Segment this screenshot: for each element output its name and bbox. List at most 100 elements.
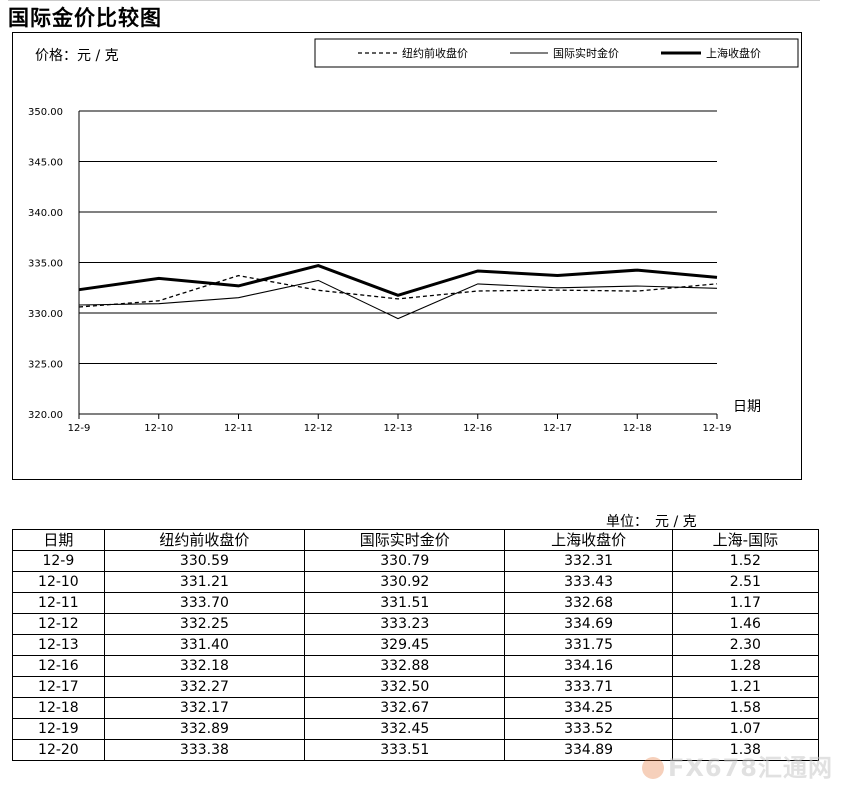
table-cell: 334.89	[504, 739, 673, 761]
table-row: 12-10 331.21 330.92 333.43 2.51	[12, 571, 820, 593]
table-cell: 334.16	[504, 655, 673, 677]
x-tick-label: 12-16	[463, 423, 492, 434]
table-cell: 332.17	[103, 697, 306, 719]
table-header-row: 日期 纽约前收盘价 国际实时金价 上海收盘价 上海-国际	[12, 529, 820, 551]
table-cell: 330.92	[304, 571, 506, 593]
legend-label-2: 国际实时金价	[553, 46, 619, 60]
header-sh-close: 上海收盘价	[504, 529, 673, 551]
table-unit-label: 单位： 元 / 克	[606, 514, 697, 530]
table-cell: 332.89	[103, 718, 306, 740]
table-cell: 12-13	[12, 634, 105, 656]
table-cell: 12-18	[12, 697, 105, 719]
line-chart: 价格：元 / 克 纽约前收盘价 国际实时金价 上海收盘价 350.00 345.00 340…	[28, 38, 799, 434]
table-cell: 332.18	[103, 655, 306, 677]
table-cell: 333.23	[304, 613, 506, 635]
table-cell: 332.25	[103, 613, 306, 635]
table-cell: 12-16	[12, 655, 105, 677]
table-cell: 333.71	[504, 676, 673, 698]
y-tick-label: 325.00	[28, 360, 63, 371]
table-cell: 12-20	[12, 739, 105, 761]
header-ny-close: 纽约前收盘价	[103, 529, 306, 551]
table-cell: 330.59	[103, 550, 306, 572]
table-cell: 333.70	[103, 592, 306, 614]
table-cell: 1.17	[671, 592, 820, 614]
x-tick-label: 12-17	[543, 423, 572, 434]
table-cell: 331.40	[103, 634, 306, 656]
legend-label-1: 纽约前收盘价	[402, 46, 468, 60]
table-row: 12-16 332.18 332.88 334.16 1.28	[12, 655, 820, 677]
table-cell: 332.50	[304, 676, 506, 698]
chart-frame: 价格：元 / 克 纽约前收盘价 国际实时金价 上海收盘价 350.00 345.00 340…	[12, 32, 802, 480]
table-cell: 12-9	[12, 550, 105, 572]
table-cell: 333.38	[103, 739, 306, 761]
title-rule	[8, 0, 820, 1]
series-line-2	[78, 279, 718, 320]
table-row: 12-12 332.25 333.23 334.69 1.46	[12, 613, 820, 635]
x-tick-label: 12-11	[224, 423, 253, 434]
y-tick-label: 335.00	[28, 259, 63, 270]
legend-label-3: 上海收盘价	[706, 46, 761, 60]
table-cell: 1.46	[671, 613, 820, 635]
x-tick-label: 12-18	[623, 423, 652, 434]
watermark-text: FX678汇通网	[668, 754, 833, 782]
y-tick-label: 350.00	[28, 107, 63, 118]
price-table: 日期 纽约前收盘价 国际实时金价 上海收盘价 上海-国际 12-9 330.59 3…	[12, 529, 820, 761]
table-cell: 1.21	[671, 676, 820, 698]
table-cell: 333.52	[504, 718, 673, 740]
y-axis-label: 价格：元 / 克	[35, 48, 119, 64]
table-cell: 12-10	[12, 571, 105, 593]
table-cell: 332.31	[504, 550, 673, 572]
table-cell: 12-17	[12, 676, 105, 698]
table-cell: 331.75	[504, 634, 673, 656]
table-cell: 329.45	[304, 634, 506, 656]
table-cell: 332.88	[304, 655, 506, 677]
series-line-1	[78, 274, 718, 308]
header-sh-minus-intl: 上海-国际	[671, 529, 820, 551]
x-tick-label: 12-10	[144, 423, 173, 434]
table-cell: 1.28	[671, 655, 820, 677]
table-row: 12-20 333.38 333.51 334.89 1.38	[12, 739, 820, 761]
table-row: 12-11 333.70 331.51 332.68 1.17	[12, 592, 820, 614]
watermark: FX678汇通网	[642, 748, 833, 783]
table-cell: 1.58	[671, 697, 820, 719]
watermark-logo-icon	[642, 757, 664, 779]
table-cell: 334.25	[504, 697, 673, 719]
table-cell: 1.38	[671, 739, 820, 761]
y-tick-label: 340.00	[28, 208, 63, 219]
table-cell: 2.51	[671, 571, 820, 593]
table-cell: 331.21	[103, 571, 306, 593]
table-cell: 1.52	[671, 550, 820, 572]
table-cell: 332.67	[304, 697, 506, 719]
table-cell: 330.79	[304, 550, 506, 572]
table-row: 12-17 332.27 332.50 333.71 1.21	[12, 676, 820, 698]
x-tick-label: 12-9	[68, 423, 91, 434]
header-intl-realtime: 国际实时金价	[304, 529, 506, 551]
table-cell: 12-11	[12, 592, 105, 614]
series-line-3	[78, 264, 718, 297]
x-axis-label: 日期	[733, 399, 761, 415]
table-body: 12-9 330.59 330.79 332.31 1.52 12-10 331.21 330…	[12, 550, 820, 761]
page-title: 国际金价比较图	[8, 6, 162, 30]
table-cell: 331.51	[304, 592, 506, 614]
table-cell: 333.43	[504, 571, 673, 593]
y-tick-label: 345.00	[28, 158, 63, 169]
table-row: 12-19 332.89 332.45 333.52 1.07	[12, 718, 820, 740]
table-cell: 332.27	[103, 676, 306, 698]
table-row: 12-13 331.40 329.45 331.75 2.30	[12, 634, 820, 656]
x-tick-label: 12-19	[702, 423, 731, 434]
table-row: 12-9 330.59 330.79 332.31 1.52	[12, 550, 820, 572]
table-cell: 332.68	[504, 592, 673, 614]
header-date: 日期	[12, 529, 105, 551]
table-row: 12-18 332.17 332.67 334.25 1.58	[12, 697, 820, 719]
y-tick-label: 330.00	[28, 309, 63, 320]
y-tick-label: 320.00	[28, 410, 63, 421]
table-cell: 2.30	[671, 634, 820, 656]
table-cell: 1.07	[671, 718, 820, 740]
table-cell: 334.69	[504, 613, 673, 635]
x-tick-label: 12-13	[383, 423, 412, 434]
table-cell: 333.51	[304, 739, 506, 761]
x-tick-label: 12-12	[304, 423, 333, 434]
table-cell: 332.45	[304, 718, 506, 740]
table-cell: 12-19	[12, 718, 105, 740]
table-cell: 12-12	[12, 613, 105, 635]
